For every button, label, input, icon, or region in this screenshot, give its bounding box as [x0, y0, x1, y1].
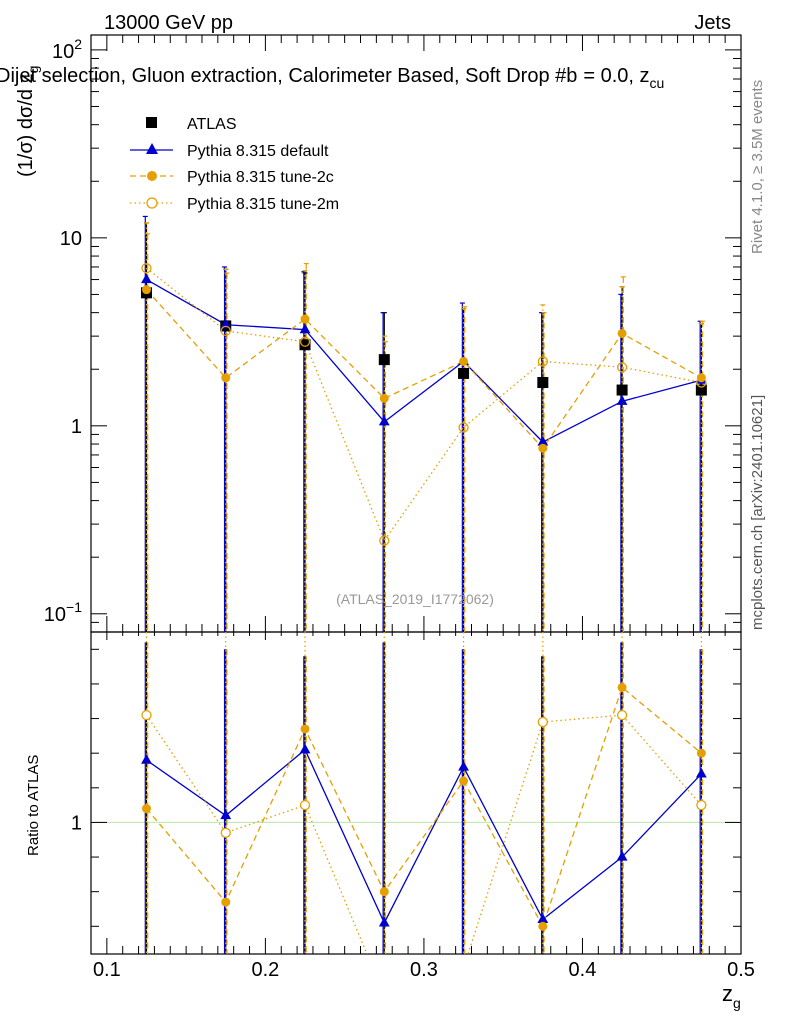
data-point-default — [141, 273, 152, 284]
ratio-point-default — [695, 767, 707, 778]
y-tick-label-100: 102 — [52, 36, 82, 63]
series-line-tune2m — [146, 267, 702, 542]
legend-label-atlas: ATLAS — [187, 116, 237, 133]
rivet-label: Rivet 4.1.0, ≥ 3.5M events — [749, 80, 766, 254]
ratio-point-tune2c — [221, 897, 231, 907]
process-label: Jets — [694, 12, 731, 34]
data-point-tune2m — [537, 356, 548, 367]
x-tick-label-0p2: 0.2 — [251, 959, 279, 981]
legend-entry-tune2m: Pythia 8.315 tune-2m — [130, 196, 339, 213]
series-line-tune2c — [146, 289, 702, 450]
mcplots-label: mcplots.cern.ch [arXiv:2401.10621] — [749, 395, 766, 630]
y-tick-label-1: 1 — [71, 416, 82, 438]
ratio-point-default — [616, 851, 628, 861]
y-axis-title-ratio: Ratio to ATLAS — [25, 755, 42, 856]
ratio-point-tune2c — [459, 776, 469, 786]
data-point-atlas — [537, 377, 549, 389]
data-point-default — [616, 395, 628, 405]
data-point-tune2c — [459, 356, 469, 366]
data-point-atlas — [458, 367, 470, 379]
legend-entry-default: Pythia 8.315 default — [130, 143, 329, 160]
legend-label-tune2c: Pythia 8.315 tune-2c — [187, 169, 334, 186]
legend: ATLAS Pythia 8.315 default Pythia 8.315 … — [130, 116, 339, 213]
ratio-line-tune2c — [145, 686, 702, 928]
series-line-default — [146, 278, 702, 443]
data-point-default — [220, 318, 232, 329]
data-point-tune2c — [379, 393, 389, 403]
data-point-tune2m — [141, 262, 152, 274]
data-point-tune2m — [379, 535, 390, 546]
series-markers — [140, 262, 707, 931]
ratio-point-default — [299, 743, 311, 754]
legend-marker-default — [146, 143, 158, 154]
data-point-tune2c — [538, 443, 548, 453]
data-point-tune2c — [617, 328, 627, 338]
legend-marker-atlas — [146, 117, 157, 128]
ratio-point-tune2c — [141, 804, 151, 814]
data-point-tune2c — [141, 285, 151, 295]
data-point-atlas — [299, 339, 311, 351]
series-lines — [145, 267, 702, 954]
data-point-default — [378, 415, 390, 426]
ratio-line-default — [146, 748, 702, 925]
legend-label-tune2m: Pythia 8.315 tune-2m — [187, 196, 339, 213]
y-axis-title-main: (1/σ) dσ/d zg — [15, 66, 41, 177]
ratio-point-tune2m — [616, 709, 628, 721]
ratio-point-default — [141, 754, 152, 764]
ratio-plot-frame — [90, 631, 742, 955]
legend-entry-tune2c: Pythia 8.315 tune-2c — [130, 169, 334, 186]
x-axis-title: zg — [722, 981, 741, 1011]
ratio-point-tune2m — [537, 716, 548, 728]
data-point-tune2c — [221, 373, 231, 383]
ratio-point-default — [458, 761, 469, 771]
legend-marker-tune2m — [146, 197, 158, 209]
x-tick-label-0p5: 0.5 — [727, 959, 755, 981]
data-point-atlas — [378, 354, 390, 366]
ratio-point-tune2c — [300, 724, 310, 734]
ratio-point-tune2m — [696, 799, 707, 811]
data-point-default — [299, 323, 311, 334]
data-point-tune2m — [299, 336, 311, 347]
ratio-point-default — [220, 809, 232, 820]
ratio-point-default — [537, 913, 549, 923]
legend-label-default: Pythia 8.315 default — [187, 143, 329, 160]
x-tick-label-0p4: 0.4 — [569, 959, 597, 981]
data-point-tune2m — [220, 325, 231, 337]
ratio-point-tune2m — [220, 827, 231, 838]
ratio-point-default — [378, 916, 390, 927]
legend-marker-tune2c — [147, 171, 157, 181]
data-point-tune2m — [616, 362, 628, 373]
data-point-tune2m — [458, 422, 469, 433]
x-tick-label-0p1: 0.1 — [93, 959, 121, 981]
plot-title: Dijet selection, Gluon extraction, Calor… — [0, 65, 664, 91]
y-tick-label-0p1: 10−1 — [44, 599, 82, 626]
analysis-watermark: (ATLAS_2019_I1772062) — [336, 591, 494, 607]
ratio-y-tick-label-1: 1 — [71, 812, 82, 834]
data-point-tune2m — [696, 377, 707, 388]
energy-label: 13000 GeV pp — [104, 12, 233, 34]
plot-title-beta: = 0.0, z — [583, 65, 649, 87]
data-point-atlas — [695, 384, 707, 396]
ratio-point-tune2c — [379, 887, 389, 897]
ratio-point-tune2c — [696, 748, 706, 758]
axis-ticks — [91, 35, 742, 954]
ratio-point-tune2c — [538, 921, 548, 931]
ratio-point-tune2c — [617, 682, 627, 692]
plot-title-main: Dijet selection, Gluon extraction, Calor… — [0, 65, 577, 87]
ratio-point-tune2m — [141, 709, 152, 721]
data-point-default — [537, 436, 549, 446]
legend-entry-atlas: ATLAS — [146, 116, 237, 133]
data-point-atlas — [616, 384, 628, 396]
ratio-point-tune2m — [299, 799, 311, 811]
x-tick-label-0p3: 0.3 — [410, 959, 438, 981]
data-point-tune2c — [300, 314, 310, 324]
plot-title-cut-sub: cu — [650, 75, 665, 91]
y-tick-label-10: 10 — [60, 228, 82, 250]
